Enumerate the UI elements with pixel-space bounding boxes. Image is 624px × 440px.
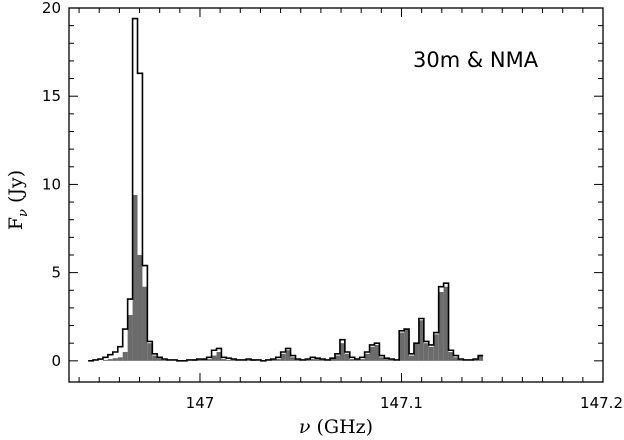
nma-bar [201,359,207,361]
nma-bar [359,359,365,361]
nma-bar [369,346,375,361]
nma-bar [305,359,311,361]
nma-bar [389,359,395,361]
nma-bar [418,320,424,361]
nma-bar [137,254,143,361]
nma-bar [246,359,252,361]
nma-bar [152,355,158,361]
nma-bar [147,343,153,361]
nma-bar [433,334,439,361]
nma-bar [344,353,350,361]
nma-bar [330,359,335,361]
nma-bar [221,359,227,361]
nma-bar [310,359,316,361]
nma-bar [285,350,291,361]
y-tick-label: 5 [51,264,61,282]
annotation-label: 30m & NMA [413,48,539,72]
y-axis-title: Fν (Jy) [5,170,31,230]
x-axis-title: ν (GHz) [299,416,373,438]
nma-bar [320,359,326,361]
nma-bar [107,359,113,361]
nma-bar [280,353,286,361]
nma-bar [122,352,128,361]
nma-bar [364,353,370,361]
nma-bar [339,343,345,361]
nma-bar [102,359,108,361]
tick-label-layer: 0 5 10 15 20 147 147.1 147.2 [42,0,623,412]
nma-bar [473,359,479,361]
nma-bar [162,359,168,361]
nma-bar [384,359,390,361]
nma-bar [374,344,380,361]
nma-bar [443,286,449,361]
nma-bar [290,357,296,361]
nma-bar [231,359,237,361]
nma-bar [478,355,484,361]
x-tick-label: 147 [186,394,215,412]
nma-bar [132,195,138,361]
nma-bar [142,286,148,361]
nma-series [102,195,484,361]
y-tick-label: 10 [42,175,61,193]
nma-bar [458,359,464,361]
nma-bar [127,314,133,361]
nma-bar [349,359,355,361]
nma-bar [295,359,301,361]
nma-bar [226,359,232,361]
nma-bar [206,359,212,361]
nma-bar [117,357,123,361]
nma-bar [334,355,340,361]
x-tick-label: 147.1 [380,394,423,412]
x-tick-label: 147.2 [580,394,623,412]
nma-bar [453,357,459,361]
nma-bar [196,359,202,361]
y-tick-label: 0 [51,352,61,370]
nma-bar [413,343,419,361]
nma-bar [211,355,217,361]
nma-bar [409,355,414,361]
nma-bar [423,343,429,361]
nma-bar [112,358,118,361]
nma-bar [438,292,444,361]
nma-bar [216,352,222,361]
y-tick-label: 20 [42,0,61,17]
y-tick-label: 15 [42,87,61,105]
nma-bar [379,357,385,361]
nma-bar [275,359,281,361]
plot-frame [68,7,604,383]
nma-bar [404,329,410,361]
nma-bar [399,332,405,361]
nma-bar [270,359,276,361]
nma-bar [428,346,434,361]
nma-bar [315,359,321,361]
series-30m-outline [88,17,484,362]
nma-bar [354,359,360,361]
nma-bar [448,352,454,361]
nma-bar [157,358,163,361]
